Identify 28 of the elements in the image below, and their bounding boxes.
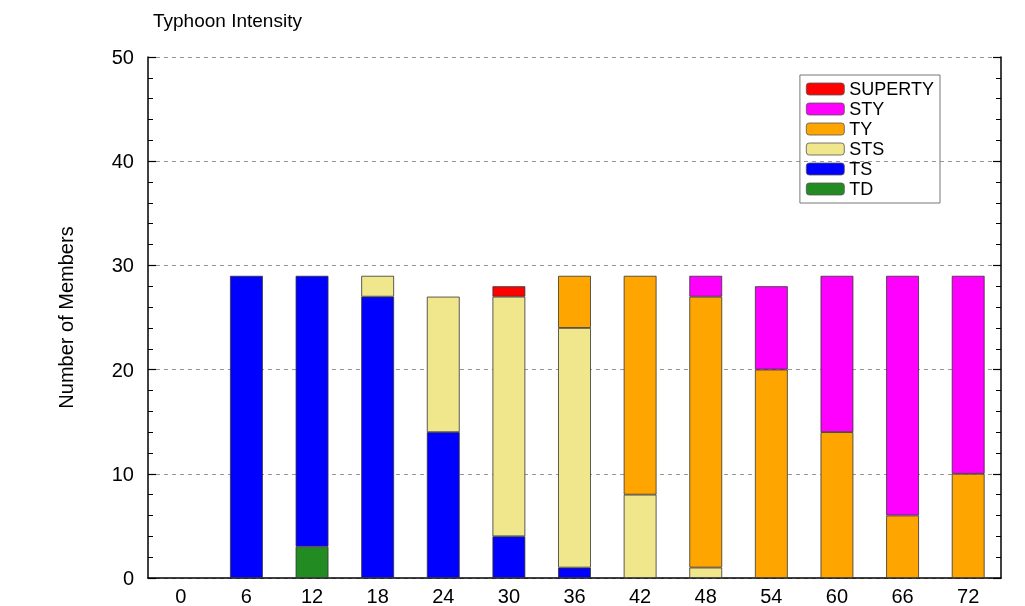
x-tick-label: 0 — [175, 585, 187, 606]
x-tick-label: 18 — [366, 585, 389, 606]
y-tick-label: 0 — [122, 567, 134, 589]
x-tick-label: 72 — [957, 585, 980, 606]
legend-label: STY — [849, 99, 885, 119]
legend-label: TY — [849, 119, 873, 139]
chart-title: Typhoon Intensity — [153, 10, 303, 31]
y-tick-label: 10 — [111, 462, 134, 485]
x-tick-label: 24 — [432, 585, 455, 606]
y-tick-label: 20 — [111, 358, 134, 381]
x-tick-label: 60 — [825, 585, 849, 606]
x-tick-label: 42 — [628, 585, 652, 606]
legend-label: STS — [849, 139, 885, 159]
x-tick-label: 12 — [300, 585, 324, 606]
y-tick-label: 50 — [111, 46, 134, 68]
x-tick-label: 54 — [760, 585, 783, 606]
y-tick-label: 30 — [111, 254, 134, 277]
y-axis-title: Number of Members — [55, 226, 77, 409]
bar — [230, 275, 263, 578]
legend-label: SUPERTY — [849, 79, 935, 99]
y-tick-label: 40 — [111, 150, 134, 173]
x-tick-label: 6 — [240, 585, 252, 606]
legend-label: TS — [849, 159, 873, 179]
x-tick-label: 66 — [891, 585, 914, 606]
legend-label: TD — [849, 179, 874, 199]
x-tick-label: 48 — [694, 585, 717, 606]
x-tick-label: 36 — [563, 585, 586, 606]
x-tick-label: 30 — [497, 585, 521, 606]
